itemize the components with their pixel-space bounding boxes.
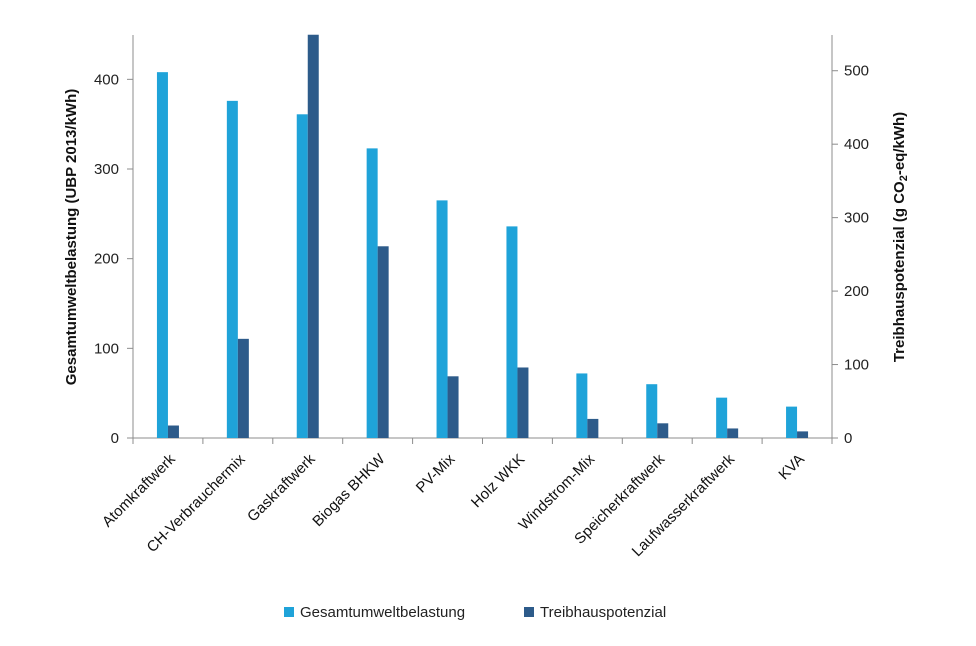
bar-gesamtumweltbelastung-gaskraftwerk bbox=[296, 114, 308, 438]
y-tick-label: 200 bbox=[94, 251, 119, 268]
legend: Gesamtumweltbelastung Treibhauspotenzial bbox=[284, 604, 666, 621]
bar-gesamtumweltbelastung-ch-verbrauchermix bbox=[226, 100, 238, 438]
x-category-labels: AtomkraftwerkCH-VerbrauchermixGaskraftwe… bbox=[99, 450, 808, 560]
bar-gesamtumweltbelastung-pv-mix bbox=[436, 200, 448, 438]
y2-axis-title-part1: Treibhauspotenzial (g CO bbox=[891, 181, 908, 362]
bar-treibhauspotenzial-gaskraftwerk bbox=[307, 34, 319, 438]
bar-treibhauspotenzial-speicherkraftwerk bbox=[657, 423, 669, 438]
y-tick-label: 300 bbox=[94, 161, 119, 178]
legend-label-treibhauspotenzial: Treibhauspotenzial bbox=[540, 604, 666, 621]
left-y-ticks: 0 100 200 300 400 bbox=[94, 71, 133, 447]
y2-tick-label: 300 bbox=[844, 210, 869, 227]
bar-gesamtumweltbelastung-atomkraftwerk bbox=[156, 72, 168, 438]
y2-axis-title-subscript: 2 bbox=[898, 175, 910, 181]
bar-treibhauspotenzial-laufwasserkraftwerk bbox=[727, 428, 739, 438]
y2-axis-title-part2: -eq/kWh) bbox=[891, 112, 908, 175]
category-label-atomkraftwerk: Atomkraftwerk bbox=[99, 450, 179, 530]
y-axis-title: Gesamtumweltbelastung (UBP 2013/kWh) bbox=[63, 89, 80, 385]
y-tick-label: 0 bbox=[111, 430, 119, 447]
category-label-gaskraftwerk: Gaskraftwerk bbox=[244, 450, 319, 525]
bar-treibhauspotenzial-atomkraftwerk bbox=[167, 425, 179, 438]
bar-treibhauspotenzial-biogas-bhkw bbox=[377, 246, 389, 438]
category-label-holz-wkk: Holz WKK bbox=[468, 451, 528, 511]
y2-axis-title: Treibhauspotenzial (g CO2-eq/kWh) bbox=[891, 112, 910, 362]
bar-gesamtumweltbelastung-holz-wkk bbox=[506, 226, 518, 438]
bar-gesamtumweltbelastung-speicherkraftwerk bbox=[646, 384, 658, 438]
bar-gesamtumweltbelastung-kva bbox=[786, 406, 798, 438]
bar-gesamtumweltbelastung-laufwasserkraftwerk bbox=[716, 397, 728, 438]
legend-swatch-gesamtumweltbelastung bbox=[284, 607, 294, 617]
y2-tick-label: 100 bbox=[844, 357, 869, 374]
category-label-pv-mix: PV-Mix bbox=[413, 450, 459, 496]
category-label-kva: KVA bbox=[775, 451, 807, 483]
bar-gesamtumweltbelastung-biogas-bhkw bbox=[366, 148, 378, 439]
bar-gesamtumweltbelastung-windstrom-mix bbox=[576, 373, 588, 438]
legend-swatch-treibhauspotenzial bbox=[524, 607, 534, 617]
y2-tick-label: 400 bbox=[844, 136, 869, 153]
bars bbox=[156, 34, 809, 439]
x-category-ticks bbox=[132, 438, 833, 444]
right-y-ticks: 0 100 200 300 400 500 bbox=[832, 63, 869, 447]
bar-treibhauspotenzial-ch-verbrauchermix bbox=[237, 338, 249, 438]
bar-treibhauspotenzial-windstrom-mix bbox=[587, 418, 599, 438]
category-label-biogas-bhkw: Biogas BHKW bbox=[309, 450, 389, 530]
y-tick-label: 400 bbox=[94, 71, 119, 88]
y2-tick-label: 500 bbox=[844, 63, 869, 80]
y-tick-label: 100 bbox=[94, 340, 119, 357]
bar-treibhauspotenzial-holz-wkk bbox=[517, 367, 529, 438]
legend-label-gesamtumweltbelastung: Gesamtumweltbelastung bbox=[300, 604, 465, 621]
y2-tick-label: 0 bbox=[844, 430, 852, 447]
y2-tick-label: 200 bbox=[844, 283, 869, 300]
bar-treibhauspotenzial-pv-mix bbox=[447, 376, 459, 438]
bar-treibhauspotenzial-kva bbox=[797, 431, 809, 438]
